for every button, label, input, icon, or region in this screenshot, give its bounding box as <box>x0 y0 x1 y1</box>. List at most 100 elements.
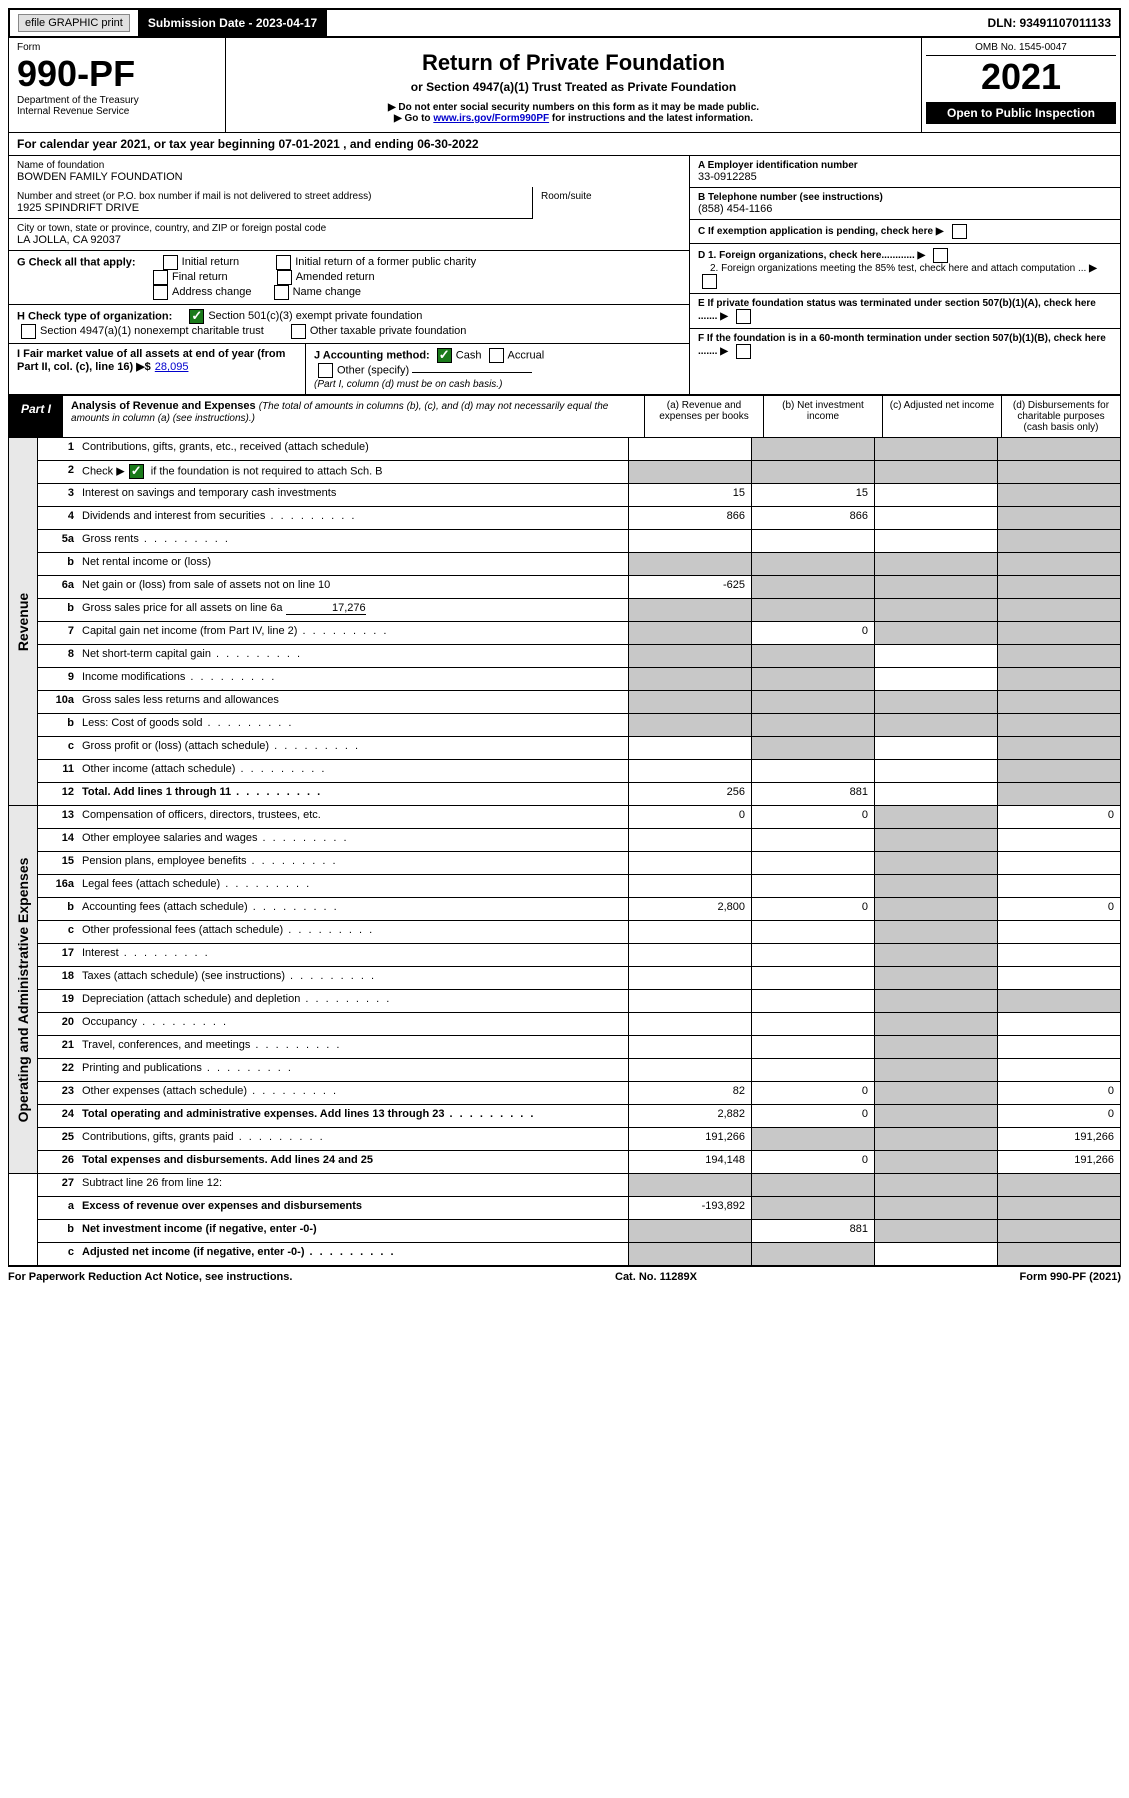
cal-mid: , and ending <box>340 137 417 151</box>
checkbox-icon[interactable] <box>21 324 36 339</box>
form-label: Form <box>17 42 217 53</box>
tax-year: 2021 <box>926 56 1116 98</box>
form-subtitle: or Section 4947(a)(1) Trust Treated as P… <box>234 80 913 94</box>
cal-end: 06-30-2022 <box>417 137 478 151</box>
j-cash: Cash <box>456 349 482 361</box>
box-c: C If exemption application is pending, c… <box>690 220 1120 244</box>
part1-label: Part I <box>9 396 63 437</box>
table-row: 24Total operating and administrative exp… <box>38 1105 1120 1128</box>
form-title: Return of Private Foundation <box>234 50 913 76</box>
table-row: 20Occupancy <box>38 1013 1120 1036</box>
g-block: G Check all that apply: Initial return I… <box>9 251 689 305</box>
table-row: cGross profit or (loss) (attach schedule… <box>38 737 1120 760</box>
table-row: 22Printing and publications <box>38 1059 1120 1082</box>
submission-date: Submission Date - 2023-04-17 <box>140 10 327 36</box>
h-opt2: Section 4947(a)(1) nonexempt charitable … <box>17 325 264 337</box>
footer-mid: Cat. No. 11289X <box>615 1271 697 1283</box>
i-label: I Fair market value of all assets at end… <box>17 348 285 373</box>
checkbox-icon[interactable] <box>702 274 717 289</box>
city-block: City or town, state or province, country… <box>9 219 689 251</box>
phone-label: B Telephone number (see instructions) <box>698 192 1112 203</box>
checkbox-icon[interactable] <box>489 348 504 363</box>
table-row: 27Subtract line 26 from line 12: <box>38 1174 1120 1197</box>
checkbox-icon[interactable] <box>736 344 751 359</box>
expenses-label: Operating and Administrative Expenses <box>9 806 38 1173</box>
form-header: Form 990-PF Department of the Treasury I… <box>8 38 1121 133</box>
col-b: (b) Net investment income <box>763 396 882 437</box>
box-f: F If the foundation is in a 60-month ter… <box>690 329 1120 363</box>
checkbox-icon[interactable] <box>933 248 948 263</box>
revenue-rows: 1Contributions, gifts, grants, etc., rec… <box>38 438 1120 805</box>
info-left: Name of foundation BOWDEN FAMILY FOUNDAT… <box>9 156 689 394</box>
checkbox-checked-icon[interactable] <box>189 309 204 324</box>
col-c: (c) Adjusted net income <box>882 396 1001 437</box>
table-row: 2Check ▶ if the foundation is not requir… <box>38 461 1120 484</box>
efile-button[interactable]: efile GRAPHIC print <box>18 14 130 32</box>
checkbox-icon[interactable] <box>952 224 967 239</box>
checkbox-icon[interactable] <box>276 255 291 270</box>
revenue-label: Revenue <box>9 438 38 805</box>
g-label: G Check all that apply: <box>17 256 136 268</box>
name-label: Name of foundation <box>17 160 681 171</box>
phone-value: (858) 454-1166 <box>698 203 1112 215</box>
table-row: 1Contributions, gifts, grants, etc., rec… <box>38 438 1120 461</box>
j-block: J Accounting method: Cash Accrual Other … <box>306 344 689 394</box>
goto-pre: ▶ Go to <box>394 113 433 124</box>
room-block: Room/suite <box>533 187 689 219</box>
table-row: 19Depreciation (attach schedule) and dep… <box>38 990 1120 1013</box>
i-value: 28,095 <box>155 361 189 373</box>
checkbox-icon[interactable] <box>163 255 178 270</box>
checkbox-checked-icon[interactable] <box>129 464 144 479</box>
i-block: I Fair market value of all assets at end… <box>9 344 306 394</box>
cal-pre: For calendar year 2021, or tax year begi… <box>17 137 278 151</box>
g-opt-initial: Initial return <box>159 256 239 268</box>
table-row: 7Capital gain net income (from Part IV, … <box>38 622 1120 645</box>
open-public: Open to Public Inspection <box>926 102 1116 124</box>
table-row: 15Pension plans, employee benefits <box>38 852 1120 875</box>
ein-label: A Employer identification number <box>698 160 1112 171</box>
checkbox-icon[interactable] <box>153 270 168 285</box>
address-value: 1925 SPINDRIFT DRIVE <box>17 202 524 214</box>
g-opt-name: Name change <box>270 286 362 298</box>
goto-post: for instructions and the latest informat… <box>549 113 753 124</box>
table-row: cAdjusted net income (if negative, enter… <box>38 1243 1120 1265</box>
ein-value: 33-0912285 <box>698 171 1112 183</box>
note-ssn: ▶ Do not enter social security numbers o… <box>234 102 913 113</box>
foundation-name: BOWDEN FAMILY FOUNDATION <box>17 171 681 183</box>
top-bar: efile GRAPHIC print Submission Date - 20… <box>8 8 1121 38</box>
efile-cell: efile GRAPHIC print <box>10 10 140 36</box>
table-row: 18Taxes (attach schedule) (see instructi… <box>38 967 1120 990</box>
city-label: City or town, state or province, country… <box>17 223 681 234</box>
j-label: J Accounting method: <box>314 349 430 361</box>
g-opt-address: Address change <box>149 286 252 298</box>
form-id-block: Form 990-PF Department of the Treasury I… <box>9 38 226 132</box>
checkbox-icon[interactable] <box>736 309 751 324</box>
name-block: Name of foundation BOWDEN FAMILY FOUNDAT… <box>9 156 689 187</box>
table-row: aExcess of revenue over expenses and dis… <box>38 1197 1120 1220</box>
revenue-section: Revenue 1Contributions, gifts, grants, e… <box>8 438 1121 806</box>
j-other: Other (specify) <box>337 364 409 376</box>
table-row: 16aLegal fees (attach schedule) <box>38 875 1120 898</box>
box-e: E If private foundation status was termi… <box>690 294 1120 329</box>
table-row: 26Total expenses and disbursements. Add … <box>38 1151 1120 1173</box>
table-row: bNet investment income (if negative, ent… <box>38 1220 1120 1243</box>
address-label: Number and street (or P.O. box number if… <box>17 191 524 202</box>
checkbox-icon[interactable] <box>274 285 289 300</box>
form-number: 990-PF <box>17 53 217 95</box>
footer-left: For Paperwork Reduction Act Notice, see … <box>8 1271 292 1283</box>
table-row: 5aGross rents <box>38 530 1120 553</box>
phone-block: B Telephone number (see instructions) (8… <box>690 188 1120 220</box>
table-row: 21Travel, conferences, and meetings <box>38 1036 1120 1059</box>
cal-begin: 07-01-2021 <box>278 137 339 151</box>
checkbox-icon[interactable] <box>277 270 292 285</box>
form990pf-link[interactable]: www.irs.gov/Form990PF <box>433 113 549 124</box>
h-opt3: Other taxable private foundation <box>287 325 467 337</box>
checkbox-icon[interactable] <box>153 285 168 300</box>
table-row: 14Other employee salaries and wages <box>38 829 1120 852</box>
checkbox-checked-icon[interactable] <box>437 348 452 363</box>
table-row: bGross sales price for all assets on lin… <box>38 599 1120 622</box>
year-block: OMB No. 1545-0047 2021 Open to Public In… <box>922 38 1120 132</box>
checkbox-icon[interactable] <box>318 363 333 378</box>
checkbox-icon[interactable] <box>291 324 306 339</box>
dln: DLN: 93491107011133 <box>980 10 1119 36</box>
